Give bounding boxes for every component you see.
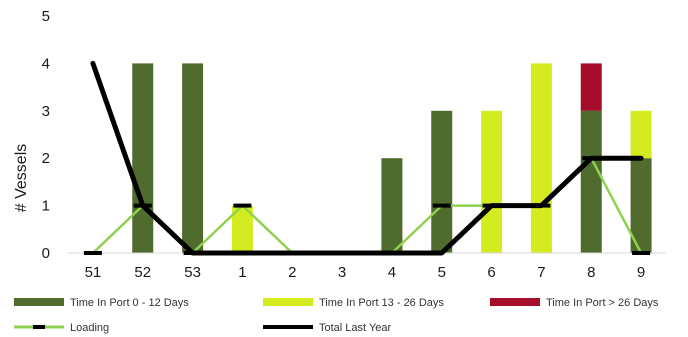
bar-time-in-port-13-26-days-9 [630, 110, 652, 159]
x-tick-label: 51 [85, 264, 102, 281]
legend-item-time-in-port-0-12-days: Time In Port 0 - 12 Days [14, 297, 189, 309]
legend-label: Time In Port > 26 Days [546, 297, 659, 309]
y-tick-label: 3 [42, 103, 50, 120]
x-tick-label: 7 [537, 264, 545, 281]
legend-label: Time In Port 0 - 12 Days [70, 297, 189, 309]
x-tick-label: 53 [184, 264, 201, 281]
legend-item-loading: Loading [14, 322, 109, 334]
legend-label: Total Last Year [319, 322, 392, 334]
bar-time-in-port-0-12-days-52 [132, 63, 154, 254]
x-tick-labels: 51 52 53 1 2 3 4 5 6 7 8 9 [85, 264, 646, 281]
y-axis-title: # Vessels [13, 144, 30, 212]
legend-item-time-in-port-13-26-days: Time In Port 13 - 26 Days [263, 297, 444, 309]
y-tick-labels: 0 1 2 3 4 5 [42, 8, 50, 262]
marker-loading-1 [233, 203, 252, 208]
bar-time-in-port-26-days-8 [580, 63, 602, 111]
marker-loading-53 [183, 251, 202, 255]
y-tick-label: 1 [42, 198, 50, 215]
marker-loading-9 [632, 251, 651, 255]
x-tick-label: 2 [288, 264, 296, 281]
legend-marker [33, 325, 45, 329]
x-tick-label: 5 [438, 264, 446, 281]
y-tick-label: 5 [42, 8, 50, 25]
legend-item-time-in-port-26-days: Time In Port > 26 Days [490, 297, 659, 309]
marker-loading-51 [83, 251, 102, 255]
x-tick-label: 52 [134, 264, 151, 281]
x-tick-label: 1 [238, 264, 246, 281]
marker-loading-4 [382, 251, 401, 255]
legend-item-total-last-year: Total Last Year [263, 322, 392, 334]
x-tick-label: 4 [388, 264, 396, 281]
bar-time-in-port-0-12-days-4 [381, 158, 403, 253]
line-total-last-year [90, 60, 644, 256]
legend-label: Loading [70, 322, 109, 334]
x-tick-label: 3 [338, 264, 346, 281]
x-tick-label: 8 [587, 264, 595, 281]
bar-time-in-port-0-12-days-8 [580, 110, 602, 253]
legend: Time In Port 0 - 12 Days Time In Port 13 … [14, 297, 659, 334]
marker-loading-3 [333, 251, 352, 255]
legend-swatch [263, 298, 313, 306]
bars-layer [132, 63, 652, 254]
legend-swatch [490, 298, 540, 306]
bar-time-in-port-0-12-days-9 [630, 158, 652, 253]
y-tick-label: 0 [42, 245, 50, 262]
bar-time-in-port-0-12-days-5 [431, 110, 453, 253]
bar-time-in-port-13-26-days-7 [530, 63, 552, 254]
bar-time-in-port-13-26-days-6 [481, 110, 503, 253]
bar-time-in-port-0-12-days-53 [182, 63, 204, 254]
marker-loading-6 [482, 203, 501, 208]
x-tick-label: 6 [487, 264, 495, 281]
marker-loading-2 [283, 251, 302, 255]
marker-loading-5 [432, 203, 451, 208]
marker-loading-7 [532, 203, 551, 208]
legend-swatch [14, 298, 64, 306]
marker-loading-52 [133, 203, 152, 208]
bar-time-in-port-13-26-days-1 [231, 205, 253, 253]
y-tick-label: 2 [42, 150, 50, 167]
y-tick-label: 4 [42, 55, 50, 72]
marker-loading-8 [582, 156, 601, 161]
legend-label: Time In Port 13 - 26 Days [319, 297, 444, 309]
lines-layer [83, 60, 651, 256]
x-tick-label: 9 [637, 264, 645, 281]
